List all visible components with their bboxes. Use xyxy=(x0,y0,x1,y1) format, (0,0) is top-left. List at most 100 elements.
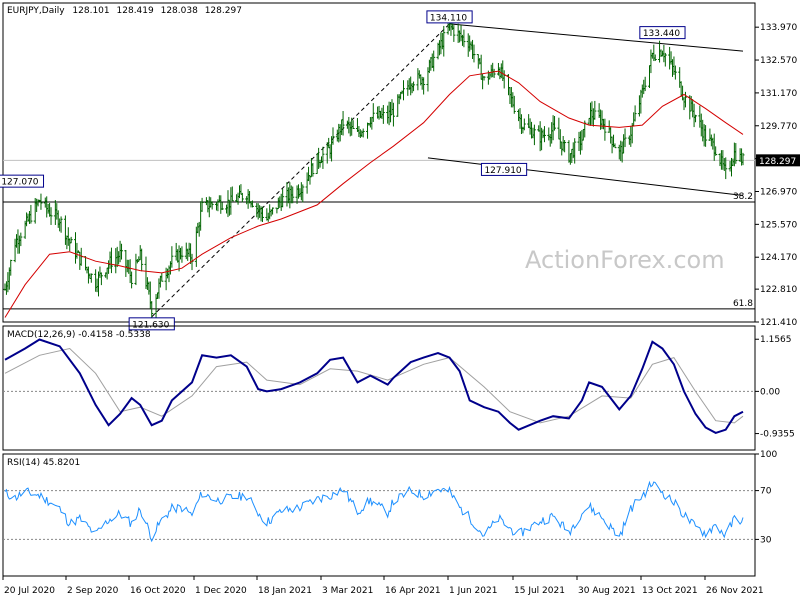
price-bar-294 xyxy=(593,100,597,120)
price-annotation-1: 133.440 xyxy=(639,26,686,40)
annotation-box xyxy=(480,162,528,176)
price-y-tick-5: 126.970 xyxy=(760,187,797,197)
macd-signal-line xyxy=(4,347,744,424)
annotation-label: 134.110 xyxy=(430,13,467,23)
last-price-label: 128.297 xyxy=(759,157,796,167)
price-bar-9 xyxy=(19,232,23,247)
close-value: 128.297 xyxy=(205,6,242,16)
price-y-tick-7: 124.170 xyxy=(760,253,797,263)
price-header: EURJPY,Daily 128.101 128.419 128.038 128… xyxy=(7,6,242,16)
price-annotation-3: 127.070 xyxy=(0,174,45,188)
price-bar-184 xyxy=(371,103,375,122)
price-bar-339 xyxy=(683,91,687,108)
fib-levels: 38.2 61.8 xyxy=(3,159,755,310)
x-tick-3: 1 Dec 2020 xyxy=(195,586,247,596)
price-bar-309 xyxy=(623,128,627,148)
price-bar-59 xyxy=(120,243,124,260)
price-bar-64 xyxy=(130,271,134,289)
rsi-main-line xyxy=(4,480,744,543)
price-y-tick-3: 129.770 xyxy=(760,122,797,132)
macd-y-tick-2: -0.9355 xyxy=(760,430,795,440)
price-bar-259 xyxy=(522,118,526,131)
rsi-y-tick-2: 30 xyxy=(760,535,772,545)
price-bar-299 xyxy=(603,118,607,141)
watermark: ActionForex.com xyxy=(525,246,725,274)
price-bar-79 xyxy=(160,272,164,282)
moving-average xyxy=(4,70,744,318)
last-price-tag: 128.297 xyxy=(756,154,800,167)
price-bar-269 xyxy=(542,126,546,143)
x-tick-5: 3 Mar 2021 xyxy=(322,586,373,596)
price-bar-224 xyxy=(452,25,456,42)
macd-panel: 1.1565 0.00 -0.9355 MACD(12,26,9) -0.4158 … xyxy=(2,325,795,451)
price-bar-119 xyxy=(240,192,244,203)
rsi-y-tick-1: 70 xyxy=(760,487,772,497)
price-bar-324 xyxy=(653,54,657,62)
price-bar-139 xyxy=(281,188,285,208)
price-bar-19 xyxy=(39,193,43,210)
rsi-y-axis: 100 70 30 xyxy=(755,450,777,545)
annotation-label: 127.070 xyxy=(1,178,38,188)
price-y-tick-6: 125.570 xyxy=(760,220,797,230)
price-annotation-4: 121.630 xyxy=(128,317,175,331)
price-bar-199 xyxy=(401,80,405,101)
low-value: 128.038 xyxy=(161,6,198,16)
price-bar-319 xyxy=(643,76,647,92)
annotation-box xyxy=(128,317,175,331)
price-bar-254 xyxy=(512,95,516,114)
price-bar-179 xyxy=(361,128,365,138)
macd-title: MACD(12,26,9) -0.4158 -0.5338 xyxy=(7,330,151,340)
price-bar-364 xyxy=(734,143,738,164)
price-bar-54 xyxy=(109,247,113,274)
price-bar-367 xyxy=(741,152,745,166)
price-bar-334 xyxy=(673,65,677,80)
price-bar-24 xyxy=(49,207,53,225)
price-y-tick-0: 133.970 xyxy=(760,23,797,33)
price-bar-219 xyxy=(442,25,446,57)
macd-main-line xyxy=(4,338,744,434)
price-y-axis: 133.970132.570131.170129.770128.370126.9… xyxy=(755,23,800,328)
price-bar-314 xyxy=(633,105,637,122)
high-value: 128.419 xyxy=(117,6,154,16)
price-annotation-2: 127.910 xyxy=(480,162,528,176)
rsi-panel: 100 70 30 RSI(14) 45.8201 xyxy=(2,450,777,577)
price-bar-264 xyxy=(532,124,536,146)
symbol-label: EURJPY,Daily xyxy=(7,6,65,16)
fib-label-0: 38.2 xyxy=(733,192,753,202)
price-bar-99 xyxy=(200,197,204,212)
price-bar-69 xyxy=(140,248,144,272)
price-panel-frame xyxy=(2,2,756,323)
price-bar-4 xyxy=(9,259,13,276)
price-bar-104 xyxy=(210,201,214,210)
price-bar-149 xyxy=(301,184,305,203)
price-bar-329 xyxy=(663,52,667,67)
x-tick-7: 1 Jun 2021 xyxy=(449,586,497,596)
price-bar-89 xyxy=(180,246,184,263)
last-price-box xyxy=(756,154,800,167)
price-bar-229 xyxy=(462,29,466,48)
annotation-label: 133.440 xyxy=(643,29,680,39)
x-tick-9: 30 Aug 2021 xyxy=(578,586,636,596)
annotation-box xyxy=(639,26,686,40)
price-bar-209 xyxy=(422,77,426,95)
price-bar-159 xyxy=(321,146,325,169)
x-tick-2: 16 Oct 2020 xyxy=(130,586,186,596)
price-bar-274 xyxy=(553,116,557,131)
rsi-title: RSI(14) 45.8201 xyxy=(7,458,80,468)
macd-panel-frame xyxy=(2,325,756,451)
rsi-panel-frame xyxy=(2,453,756,577)
price-annotation-0: 134.110 xyxy=(426,10,473,24)
price-bar-144 xyxy=(291,186,295,204)
price-bar-359 xyxy=(724,157,728,180)
price-bar-109 xyxy=(220,202,224,211)
price-bar-14 xyxy=(29,204,33,224)
price-bar-349 xyxy=(704,125,708,147)
price-bar-49 xyxy=(99,272,103,286)
annotation-box xyxy=(0,174,45,188)
price-bar-74 xyxy=(150,301,154,319)
x-tick-10: 13 Oct 2021 xyxy=(642,586,698,596)
price-bar-304 xyxy=(613,143,617,149)
x-tick-0: 20 Jul 2020 xyxy=(4,586,55,596)
